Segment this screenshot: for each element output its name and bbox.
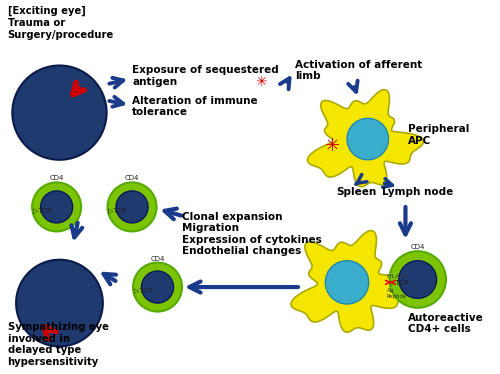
- Circle shape: [116, 191, 148, 223]
- Text: ▷TCR: ▷TCR: [108, 207, 127, 213]
- Text: Clonal expansion
Migration
Expression of cytokines
Endothelial changes: Clonal expansion Migration Expression of…: [182, 212, 322, 257]
- Text: ▷TCR: ▷TCR: [390, 279, 409, 285]
- Text: CD4: CD4: [150, 255, 164, 261]
- Text: Autoreactive
CD4+ cells: Autoreactive CD4+ cells: [408, 313, 484, 334]
- Text: Spleen: Spleen: [336, 187, 377, 197]
- Text: Ag
Peptide: Ag Peptide: [386, 288, 407, 299]
- Text: Lymph node: Lymph node: [382, 187, 453, 197]
- Polygon shape: [308, 90, 424, 187]
- Circle shape: [347, 118, 389, 160]
- Circle shape: [399, 261, 436, 298]
- Text: CD4: CD4: [50, 175, 64, 181]
- Text: CD4: CD4: [125, 175, 139, 181]
- Text: ▷TCR: ▷TCR: [134, 287, 152, 293]
- Circle shape: [16, 260, 103, 346]
- Text: CD4: CD4: [410, 244, 425, 250]
- Circle shape: [108, 183, 156, 232]
- Text: ▷TCR: ▷TCR: [33, 207, 52, 213]
- Circle shape: [40, 191, 72, 223]
- Text: Activation of afferent
limb: Activation of afferent limb: [295, 60, 422, 82]
- Circle shape: [390, 251, 446, 308]
- Polygon shape: [291, 231, 412, 332]
- Text: Alteration of immune
tolerance: Alteration of immune tolerance: [132, 96, 258, 117]
- Text: Exposure of sequestered
antigen: Exposure of sequestered antigen: [132, 65, 279, 87]
- Circle shape: [326, 261, 368, 304]
- Text: [Exciting eye]
Trauma or
Surgery/procedure: [Exciting eye] Trauma or Surgery/procedu…: [8, 6, 114, 40]
- Circle shape: [12, 65, 106, 160]
- Text: ✳: ✳: [256, 74, 267, 89]
- Circle shape: [133, 263, 182, 312]
- Text: Peripheral
APC: Peripheral APC: [408, 124, 470, 145]
- Text: HLA II: HLA II: [386, 274, 405, 279]
- Circle shape: [32, 183, 81, 232]
- Circle shape: [142, 271, 174, 303]
- Text: ✳: ✳: [326, 137, 340, 154]
- Text: Sympathizing eye
involved in
delayed type
hypersensitivity: Sympathizing eye involved in delayed typ…: [8, 322, 108, 367]
